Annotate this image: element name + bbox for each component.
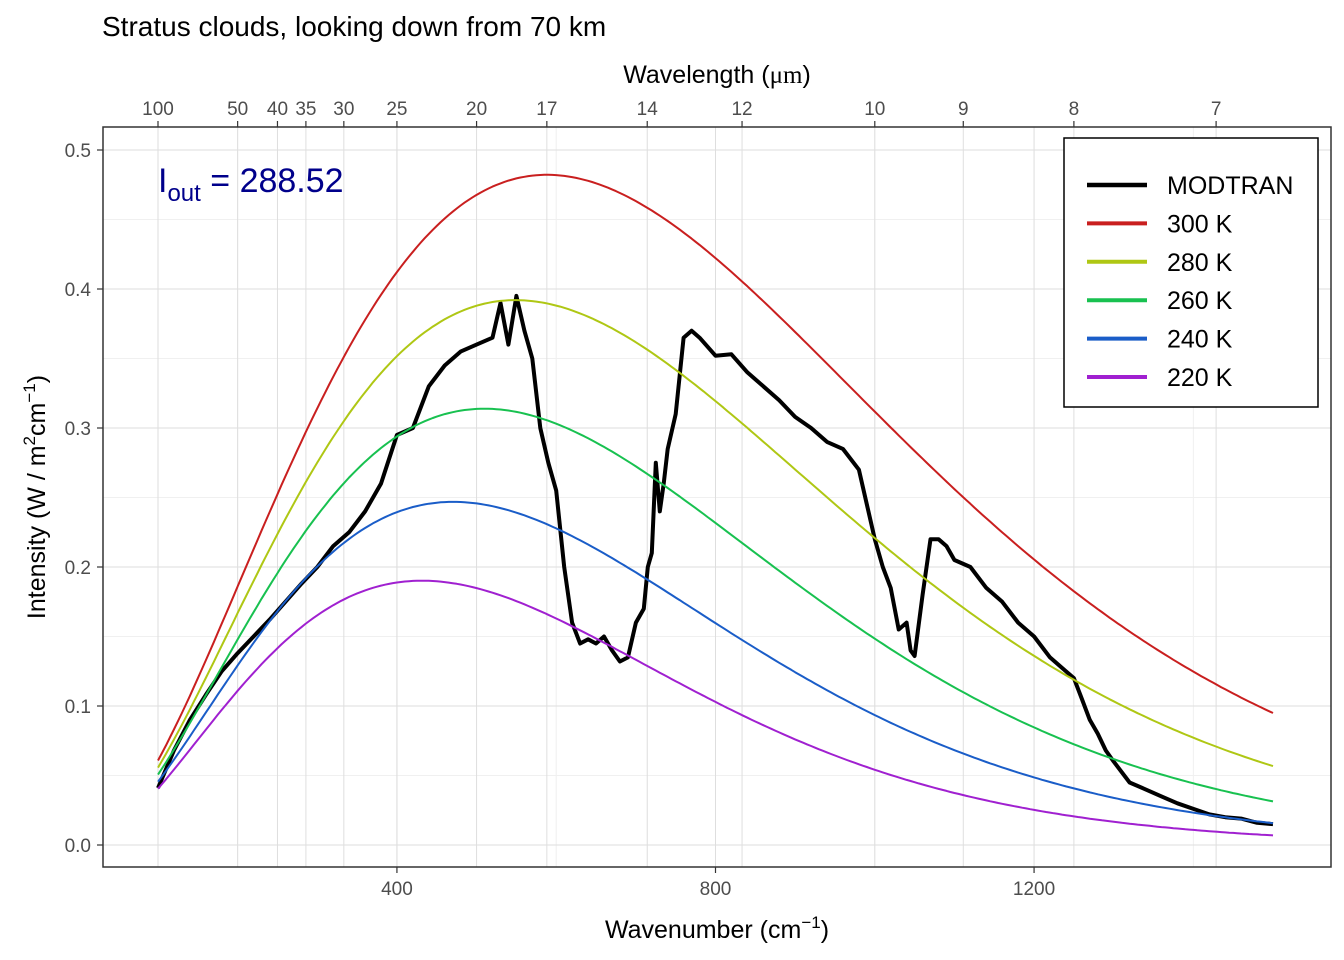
y-axis-title: Intensity (W / m2cm−1) — [20, 375, 51, 619]
x-axis-label: Wavenumber — [605, 916, 753, 944]
x2-tick-label: 9 — [958, 99, 969, 120]
y-tick-label: 0.0 — [65, 836, 91, 857]
x2-axis-label-end: ) — [802, 61, 810, 89]
blackbody-280k-line — [157, 299, 1274, 769]
legend-label: 300 K — [1167, 210, 1233, 238]
annotation-symbol: I — [158, 162, 167, 200]
x-tick-label: 400 — [381, 879, 413, 900]
blackbody-240k-line — [157, 500, 1274, 825]
annotation-equals: = — [201, 162, 240, 200]
y-axis-label: Intensity (W / m — [23, 445, 51, 619]
legend-label: 260 K — [1167, 287, 1233, 315]
x2-tick-label: 8 — [1069, 99, 1080, 120]
y-tick-label: 0.1 — [65, 697, 91, 718]
secondary-x-axis: 100 50 40 35 30 25 20 17 14 12 10 9 8 7 — [142, 99, 1221, 127]
x2-tick-label: 14 — [637, 99, 659, 120]
x2-axis-title: Wavelength (μm) — [623, 61, 811, 89]
annotation-subscript: out — [167, 180, 201, 207]
y-tick-label: 0.5 — [65, 141, 91, 162]
y-tick-label: 0.3 — [65, 419, 91, 440]
x2-axis-label: Wavelength ( — [623, 61, 770, 89]
grid — [103, 127, 1331, 867]
chart-title: Stratus clouds, looking down from 70 km — [102, 11, 606, 42]
annotation-value: 288.52 — [240, 162, 344, 200]
y-tick-label: 0.4 — [65, 280, 92, 301]
x2-tick-label: 25 — [386, 99, 407, 120]
legend-label: MODTRAN — [1167, 172, 1293, 200]
blackbody-220k-line — [157, 579, 1274, 837]
x2-tick-label: 20 — [466, 99, 487, 120]
legend-label: 280 K — [1167, 249, 1233, 277]
x2-tick-label: 17 — [536, 99, 557, 120]
x2-tick-label: 50 — [227, 99, 248, 120]
annotation-iout: Iout = 288.52 — [158, 162, 344, 207]
x2-tick-label: 35 — [295, 99, 316, 120]
y-axis-exp-1: 2 — [20, 436, 39, 445]
legend-label: 220 K — [1167, 364, 1233, 392]
y-axis-unit-mid: cm — [23, 403, 51, 436]
x2-axis-unit: μm — [770, 62, 803, 89]
x2-tick-label: 12 — [731, 99, 752, 120]
x-axis-unit-exponent: −1 — [801, 913, 820, 932]
y-axis: 0.0 0.1 0.2 0.3 0.4 0.5 — [65, 141, 103, 857]
x-tick-label: 1200 — [1013, 879, 1055, 900]
x2-tick-label: 100 — [142, 99, 174, 120]
x2-tick-label: 10 — [864, 99, 885, 120]
x-axis-unit: cm — [768, 916, 801, 944]
legend: MODTRAN 300 K 280 K 260 K 240 K 220 K — [1063, 137, 1319, 408]
y-axis-label-end: ) — [23, 375, 51, 383]
y-tick-label: 0.2 — [65, 558, 91, 579]
blackbody-260k-line — [157, 407, 1274, 803]
x-axis-title: Wavenumber (cm−1) — [605, 913, 829, 944]
x-tick-label: 800 — [700, 879, 732, 900]
legend-label: 240 K — [1167, 326, 1233, 354]
plot-border — [102, 126, 1332, 868]
x2-tick-label: 7 — [1211, 99, 1222, 120]
y-axis-exp-2: −1 — [20, 383, 39, 402]
x2-tick-label: 30 — [333, 99, 354, 120]
blackbody-300k-line — [157, 173, 1274, 761]
x2-tick-label: 40 — [267, 99, 288, 120]
series-lines — [156, 173, 1274, 837]
x-axis: 400 800 1200 — [381, 867, 1055, 900]
